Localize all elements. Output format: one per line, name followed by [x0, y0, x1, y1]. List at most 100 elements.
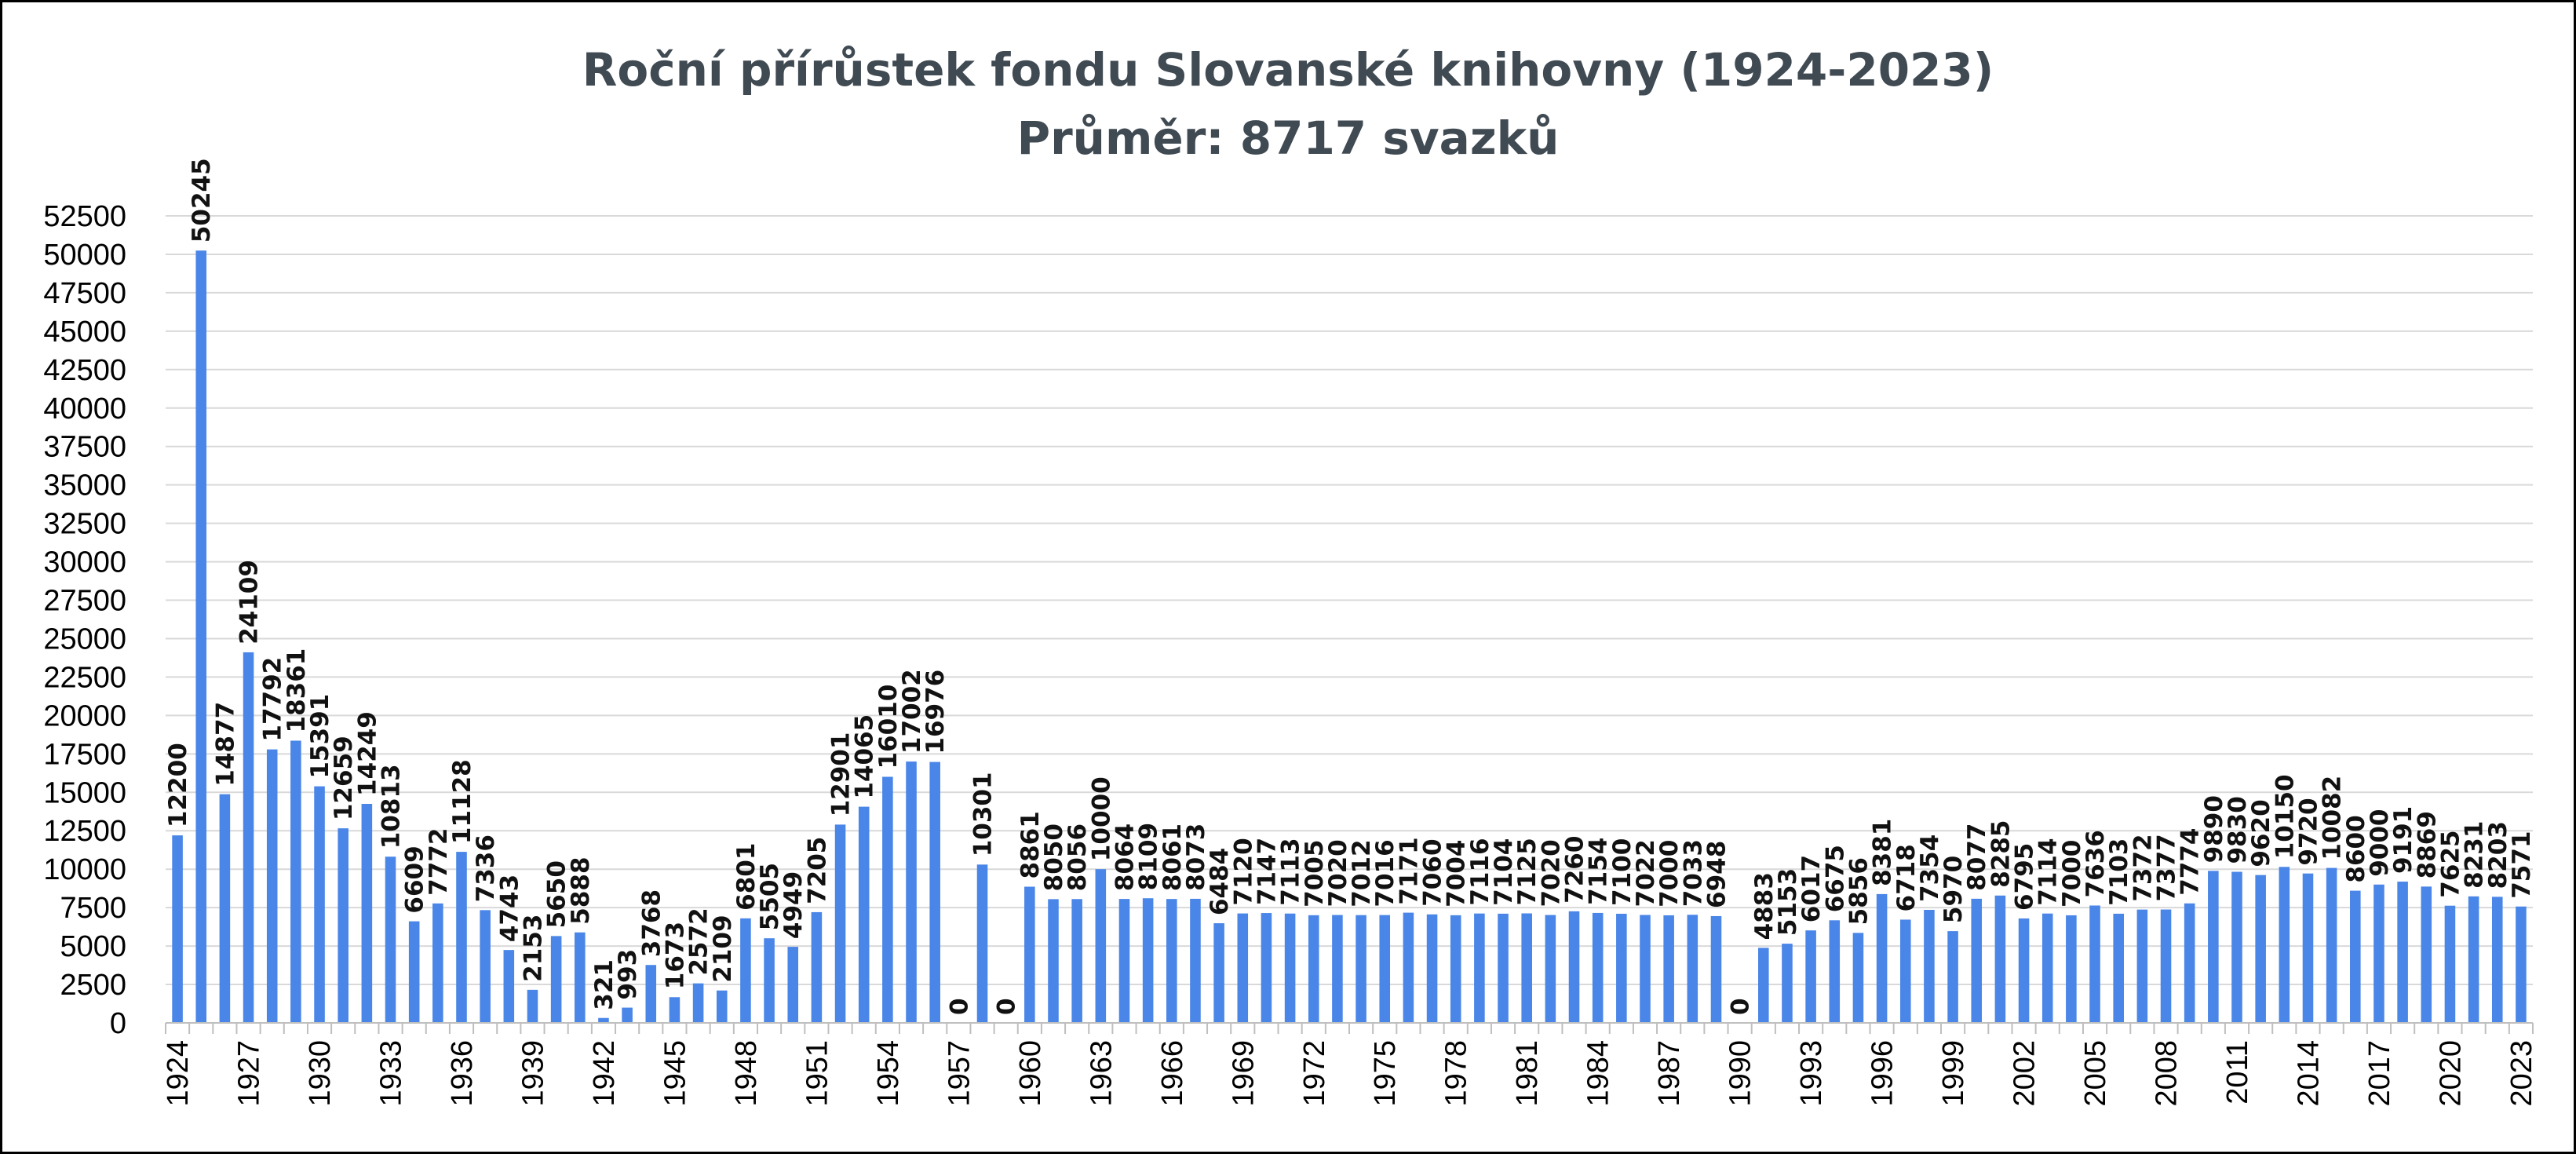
data-label: 8056	[1064, 824, 1092, 891]
data-label: 5970	[1939, 856, 1968, 923]
data-label: 2109	[709, 915, 737, 982]
x-tick-label: 2017	[2363, 1040, 2396, 1107]
bar	[575, 932, 586, 1023]
data-label: 8600	[2342, 815, 2370, 882]
data-label: 7005	[1301, 840, 1329, 907]
bar	[1498, 913, 1509, 1023]
x-tick-label: 1969	[1227, 1040, 1260, 1107]
bar	[1758, 948, 1769, 1023]
bar	[1190, 898, 1201, 1023]
bar	[764, 938, 775, 1023]
data-label: 8050	[1040, 824, 1068, 891]
data-label: 7004	[1443, 840, 1471, 907]
y-tick-label: 35000	[43, 469, 126, 502]
chart-subtitle: Průměr: 8717 svazků	[1017, 111, 1560, 165]
bar	[2066, 915, 2077, 1023]
bar	[2373, 884, 2384, 1023]
data-label: 50245	[188, 158, 216, 243]
data-label: 321	[590, 959, 618, 1010]
bar	[1899, 919, 1911, 1023]
bar	[243, 652, 254, 1023]
bar	[2279, 867, 2290, 1023]
data-label: 7377	[2153, 834, 2181, 901]
x-tick-label: 1939	[516, 1040, 549, 1107]
bar	[1024, 886, 1035, 1023]
data-label: 9000	[2366, 809, 2394, 876]
bar	[2397, 882, 2408, 1023]
bar	[716, 990, 728, 1023]
bar	[1237, 913, 1249, 1023]
bar	[408, 921, 420, 1023]
data-label: 7171	[1395, 837, 1423, 904]
data-label: 18361	[283, 648, 311, 733]
bar	[1261, 913, 1272, 1023]
data-label: 17792	[259, 657, 287, 742]
data-label: 2153	[519, 915, 547, 982]
bar	[2136, 909, 2148, 1023]
y-tick-label: 15000	[43, 776, 126, 809]
y-tick-label: 45000	[43, 316, 126, 349]
bar	[1118, 899, 1130, 1023]
bar	[2018, 918, 2030, 1023]
data-label: 8381	[1869, 819, 1897, 886]
bar	[1640, 915, 1651, 1023]
data-label: 7772	[425, 828, 453, 896]
data-label: 7000	[2058, 840, 2086, 907]
bar	[550, 936, 562, 1023]
x-tick-label: 1975	[1369, 1040, 1402, 1107]
x-tick-label: 1996	[1866, 1040, 1899, 1107]
data-label: 8073	[1182, 824, 1210, 891]
data-label: 6017	[1797, 855, 1826, 922]
data-label: 8869	[2413, 811, 2441, 878]
data-label: 6718	[1892, 844, 1921, 911]
bar	[1426, 914, 1438, 1023]
data-label: 9830	[2224, 796, 2252, 864]
bar	[195, 250, 207, 1024]
x-tick-label: 1960	[1014, 1040, 1047, 1107]
bar	[2208, 871, 2219, 1023]
data-label: 0	[1727, 998, 1755, 1015]
data-label: 7154	[1585, 838, 1613, 905]
data-label: 7000	[1655, 840, 1684, 907]
data-label: 8109	[1135, 823, 1163, 890]
bar	[1521, 913, 1532, 1023]
x-tick-label: 1933	[375, 1040, 408, 1107]
bar	[385, 856, 396, 1023]
x-tick-label: 2023	[2505, 1040, 2538, 1107]
x-tick-label: 2011	[2221, 1040, 2254, 1105]
bar	[2491, 897, 2503, 1023]
bar	[1616, 913, 1627, 1023]
bar	[219, 794, 231, 1023]
bar	[882, 776, 893, 1023]
x-tick-label: 2002	[2009, 1040, 2041, 1107]
data-label: 7022	[1632, 839, 1660, 907]
y-tick-label: 7500	[60, 892, 126, 925]
bar	[2350, 890, 2361, 1023]
bar	[2444, 905, 2456, 1023]
bar	[811, 911, 823, 1023]
bar	[1805, 930, 1816, 1023]
x-tick-label: 1930	[304, 1040, 337, 1107]
bar	[906, 761, 917, 1023]
bar	[622, 1007, 633, 1023]
data-label: 4949	[779, 871, 808, 939]
data-label: 1673	[661, 922, 689, 989]
data-label: 7336	[472, 834, 500, 902]
data-label: 5856	[1844, 857, 1873, 925]
bar	[1095, 869, 1107, 1023]
x-axis: 1924 1927 1930 1933 1936 1939 1942 1945 1948 1951…	[162, 1022, 2538, 1107]
data-label: 6795	[2011, 843, 2039, 911]
bar	[834, 824, 846, 1023]
x-tick-label: 1927	[233, 1040, 266, 1107]
data-label: 993	[614, 949, 642, 1000]
y-axis: 0 2500 5000 7500 10000 12500 15000 17500 20000 22…	[43, 200, 126, 1040]
bar	[1284, 913, 1296, 1023]
data-labels: 12200 50245 14877 24109 17792183611539112659…	[164, 158, 2536, 1015]
data-label: 7636	[2082, 830, 2110, 897]
data-label: 8064	[1111, 824, 1139, 891]
x-tick-label: 1987	[1653, 1040, 1686, 1107]
bar	[1379, 915, 1391, 1023]
bar	[2113, 913, 2124, 1023]
data-label: 4743	[495, 875, 524, 942]
bar	[2516, 906, 2527, 1023]
